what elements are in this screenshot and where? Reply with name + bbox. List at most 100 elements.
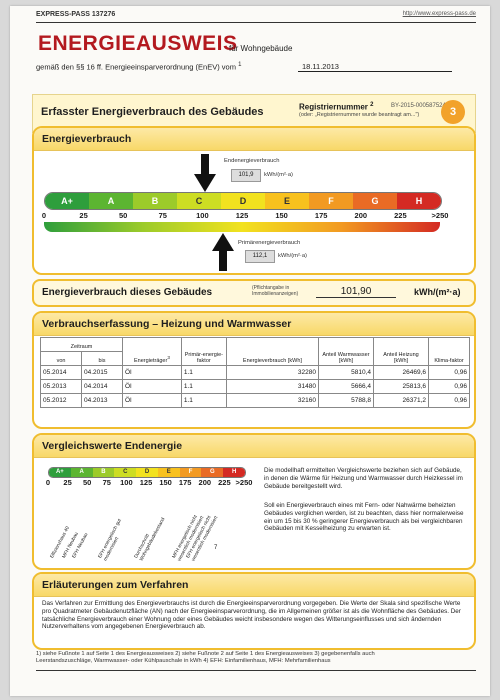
comparison-tick-label: 225 bbox=[218, 478, 231, 487]
endenergie-label: Endenergieverbrauch bbox=[224, 158, 280, 164]
building-consumption-value: 101,90 bbox=[316, 286, 396, 298]
primaer-arrow-icon bbox=[212, 233, 234, 271]
regulation-footnote-mark: 1 bbox=[238, 62, 242, 68]
table-cell: 5666,4 bbox=[318, 379, 374, 394]
main-class-b: B bbox=[133, 193, 177, 209]
page-number-badge: 3 bbox=[441, 100, 465, 124]
comparison-tick-label: 50 bbox=[83, 478, 92, 487]
table-cell: 5810,4 bbox=[318, 365, 374, 380]
table-cell: 32160 bbox=[225, 393, 320, 408]
gradient-strip bbox=[44, 222, 440, 232]
footnotes: 1) siehe Fußnote 1 auf Seite 1 des Energ… bbox=[36, 651, 466, 665]
comparison-scale: 0 25 50 75 100 125 150 175 200 225 >250 bbox=[46, 478, 253, 487]
registration-note: (oder: „Registriernummer wurde beantragt… bbox=[299, 112, 420, 118]
registration-footnote-mark: 2 bbox=[370, 102, 374, 108]
primaer-value: 112,1 bbox=[245, 250, 275, 263]
comparison-section: Vergleichswerte Endenergie A+ A B C D E F G H 0 2… bbox=[32, 433, 476, 570]
endenergie-unit: kWh/(m²·a) bbox=[264, 172, 293, 178]
comparison-header: Vergleichswerte Endenergie bbox=[34, 435, 474, 458]
comparison-class-a: A bbox=[70, 468, 93, 477]
comparison-footnote-mark: 7 bbox=[214, 545, 218, 551]
main-class-h: H bbox=[397, 193, 441, 209]
efficiency-scale: 0 25 50 75 100 125 150 175 200 225 >250 bbox=[41, 211, 449, 221]
endenergie-value: 101,9 bbox=[231, 169, 261, 182]
main-class-a: A bbox=[89, 193, 133, 209]
col-primaerfaktor: Primär-energie-faktor bbox=[180, 337, 227, 366]
main-class-d: D bbox=[221, 193, 265, 209]
col-von: von bbox=[39, 351, 83, 366]
energy-section-header: Energieverbrauch bbox=[34, 128, 474, 151]
table-cell: 1.1 bbox=[180, 393, 227, 408]
main-tick-label: 0 bbox=[41, 211, 47, 220]
consumption-table: Zeitraum Energieträger3 Primär-energie-f… bbox=[39, 337, 470, 408]
efficiency-class-bar: A+ A B C D E F G H bbox=[44, 192, 442, 210]
document-title: ENERGIEAUSWEIS bbox=[38, 32, 238, 55]
comparison-class-aplus: A+ bbox=[49, 468, 71, 477]
table-cell: 32280 bbox=[225, 365, 320, 380]
comparison-class-b: B bbox=[92, 468, 115, 477]
main-class-f: F bbox=[309, 193, 353, 209]
comparison-text-1: Die modellhaft ermittelten Vergleichswer… bbox=[264, 467, 463, 490]
table-row: 05.2012 04.2013 Öl 1.1 32160 5788,8 26371,2 0,9… bbox=[39, 393, 470, 408]
document-page: EXPRESS-PASS 137276 http://www.express-p… bbox=[10, 6, 490, 696]
table-cell: 0,96 bbox=[428, 379, 470, 394]
table-cell: 0,96 bbox=[428, 393, 470, 408]
table-cell: 26371,2 bbox=[373, 393, 429, 408]
main-tick-label: 125 bbox=[235, 211, 249, 220]
table-cell: 26469,6 bbox=[373, 365, 429, 380]
table-cell: 1.1 bbox=[180, 379, 227, 394]
comparison-label: Durchschnitt Wohngebäudebestand bbox=[134, 517, 166, 562]
main-tick-label: 100 bbox=[196, 211, 209, 220]
comparison-tick-label: >250 bbox=[235, 478, 253, 487]
table-row: 05.2014 04.2015 Öl 1.1 32280 5810,4 26469,6 0,9… bbox=[39, 365, 470, 380]
comparison-class-e: E bbox=[157, 468, 180, 477]
consumption-record-heading: Verbrauchserfassung – Heizung und Warmwa… bbox=[42, 318, 292, 330]
endenergie-arrow-icon bbox=[194, 154, 216, 192]
comparison-class-f: F bbox=[179, 468, 202, 477]
main-class-e: E bbox=[265, 193, 309, 209]
table-cell: 1.1 bbox=[180, 365, 227, 380]
energy-heading: Energieverbrauch bbox=[42, 133, 132, 145]
explanation-section: Erläuterungen zum Verfahren Das Verfahre… bbox=[32, 572, 476, 650]
comparison-tick-label: 125 bbox=[139, 478, 153, 487]
comparison-tick-label: 25 bbox=[63, 478, 72, 487]
main-tick-label: 50 bbox=[119, 211, 128, 220]
comparison-class-h: H bbox=[223, 468, 245, 477]
table-cell: 31480 bbox=[225, 379, 320, 394]
main-class-c: C bbox=[177, 193, 221, 209]
primaer-unit: kWh/(m²·a) bbox=[278, 253, 307, 259]
primaer-label: Primärenergieverbrauch bbox=[238, 240, 301, 246]
website-link[interactable]: http://www.express-pass.de bbox=[402, 11, 476, 17]
main-tick-label: 75 bbox=[158, 211, 167, 220]
comparison-class-g: G bbox=[201, 468, 224, 477]
col-anteil-heizung: Anteil Heizung [kWh] bbox=[373, 337, 429, 366]
document-id: EXPRESS-PASS 137276 bbox=[36, 11, 116, 18]
comparison-tick-label: 150 bbox=[159, 478, 172, 487]
comparison-class-bar: A+ A B C D E F G H bbox=[48, 467, 246, 478]
table-cell: 05.2014 bbox=[39, 365, 83, 380]
traeger-footnote-mark: 3 bbox=[167, 355, 170, 361]
main-tick-label: 225 bbox=[394, 211, 407, 220]
regulation-date: 18.11.2013 bbox=[298, 62, 452, 72]
regulation-text: gemäß den §§ 16 ff. Energieeinsparverord… bbox=[36, 62, 242, 72]
explanation-heading: Erläuterungen zum Verfahren bbox=[42, 579, 189, 591]
table-cell: 25813,6 bbox=[373, 379, 429, 394]
table-cell: 05.2012 bbox=[39, 393, 83, 408]
col-anteil-warmwasser: Anteil Warmwasser [kWh] bbox=[318, 337, 374, 366]
document-subtitle: für Wohngebäude bbox=[229, 44, 293, 53]
col-energietraeger: Energieträger3 bbox=[122, 337, 182, 366]
comparison-class-d: D bbox=[136, 468, 158, 477]
table-cell: 04.2013 bbox=[81, 393, 124, 408]
comparison-heading: Vergleichswerte Endenergie bbox=[42, 440, 183, 452]
table-row: 05.2013 04.2014 Öl 1.1 31480 5666,4 25813,6 0,9… bbox=[39, 379, 470, 394]
col-energieverbrauch: Energieverbrauch [kWh] bbox=[225, 337, 320, 366]
comparison-text-2: Soll ein Energieverbrauch eines mit Fern… bbox=[264, 502, 464, 533]
table-cell: 04.2014 bbox=[81, 379, 124, 394]
comparison-tick-label: 100 bbox=[120, 478, 133, 487]
col-bis: bis bbox=[81, 351, 124, 366]
registration-number: BY-2015-000587524 bbox=[391, 103, 446, 109]
consumption-table-body: 05.2014 04.2015 Öl 1.1 32280 5810,4 26469,6 0,9… bbox=[39, 365, 470, 408]
main-tick-label: 150 bbox=[275, 211, 288, 220]
consumption-record-header: Verbrauchserfassung – Heizung und Warmwa… bbox=[34, 313, 474, 336]
main-class-g: G bbox=[353, 193, 397, 209]
